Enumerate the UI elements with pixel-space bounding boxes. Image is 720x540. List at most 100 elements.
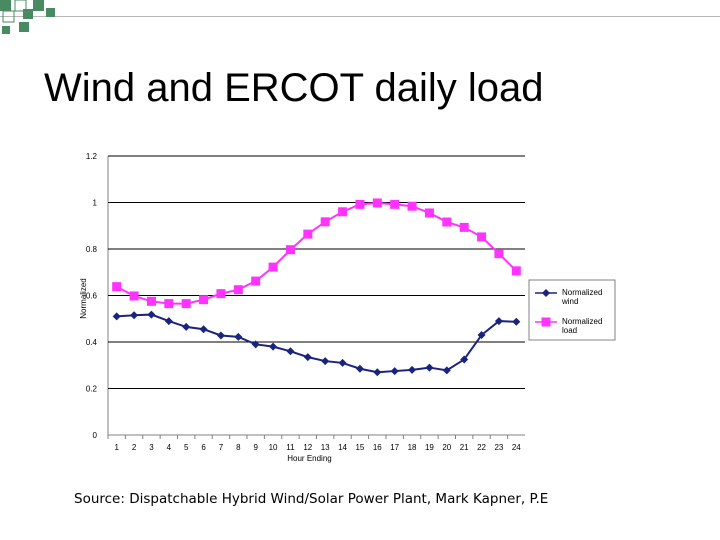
data-point-wind <box>477 331 486 340</box>
data-point-wind <box>355 364 364 373</box>
x-tick-label: 9 <box>253 443 258 452</box>
x-axis-title: Hour Ending <box>287 454 331 463</box>
data-point-load <box>216 289 226 299</box>
x-tick-label: 6 <box>201 443 206 452</box>
decorative-square <box>2 10 15 23</box>
x-tick-label: 18 <box>408 443 417 452</box>
legend-marker <box>541 317 551 327</box>
data-point-load <box>268 262 278 272</box>
data-point-load <box>164 299 174 309</box>
y-tick-label: 0.4 <box>86 338 98 347</box>
data-point-wind <box>216 331 225 340</box>
data-point-load <box>320 217 330 227</box>
decorative-square <box>33 0 44 11</box>
data-point-wind <box>234 332 243 341</box>
data-point-load <box>442 217 452 227</box>
data-point-wind <box>130 311 139 320</box>
data-point-wind <box>286 347 295 356</box>
legend-label: Normalized <box>562 317 602 326</box>
plot-area-group: 00.20.40.60.811.21 2 3 4 5 6 7 8 9 10 11 12 13 14 15 16… <box>79 152 525 463</box>
y-tick-label: 1 <box>93 199 98 208</box>
data-point-load <box>424 208 434 218</box>
data-point-load <box>285 245 295 255</box>
data-point-load <box>338 207 348 217</box>
data-point-load <box>407 201 417 211</box>
legend-box <box>528 279 616 341</box>
decorative-square <box>46 8 55 17</box>
x-tick-label: 4 <box>167 443 172 452</box>
data-point-load <box>390 199 400 209</box>
data-point-wind <box>251 340 260 349</box>
y-tick-label: 0.2 <box>86 385 98 394</box>
data-point-load <box>199 295 209 305</box>
x-tick-label: 16 <box>373 443 382 452</box>
y-tick-label: 0.6 <box>86 292 98 301</box>
slide-title: Wind and ERCOT daily load <box>44 66 544 110</box>
data-point-wind <box>338 358 347 367</box>
x-tick-label: 2 <box>132 443 137 452</box>
legend-marker <box>542 289 550 297</box>
series-line-wind <box>116 313 517 374</box>
x-tick-label: 8 <box>236 443 241 452</box>
decorative-square <box>14 0 27 12</box>
data-point-wind <box>112 312 121 321</box>
data-point-load <box>372 198 382 208</box>
data-point-wind <box>408 365 417 374</box>
decorative-square <box>23 9 33 19</box>
legend-label: Normalized <box>562 288 602 297</box>
x-tick-label: 11 <box>286 443 295 452</box>
data-point-wind <box>147 310 156 319</box>
decorative-square <box>2 26 10 34</box>
chart: 00.20.40.60.811.21 2 3 4 5 6 7 8 9 10 11 12 13 14 15 16… <box>79 152 616 463</box>
data-point-load <box>494 249 504 259</box>
slide-corner-decoration <box>0 0 720 34</box>
x-tick-label: 14 <box>338 443 347 452</box>
decorative-square <box>19 22 29 32</box>
y-tick-label: 0.8 <box>86 245 98 254</box>
y-axis-title: Normalized <box>79 278 88 318</box>
y-tick-label: 0 <box>93 431 98 440</box>
data-point-wind <box>321 357 330 366</box>
data-point-load <box>233 285 243 295</box>
x-tick-label: 3 <box>149 443 154 452</box>
x-tick-label: 17 <box>390 443 399 452</box>
data-point-load <box>129 291 139 301</box>
data-point-load <box>251 276 261 286</box>
x-tick-label: 23 <box>494 443 503 452</box>
data-point-wind <box>164 317 173 326</box>
x-tick-label: 24 <box>512 443 521 452</box>
data-point-load <box>181 299 191 309</box>
data-point-wind <box>512 317 521 326</box>
data-point-load <box>112 282 122 292</box>
legend-label: wind <box>561 297 578 306</box>
x-tick-label: 15 <box>355 443 364 452</box>
data-point-wind <box>182 322 191 331</box>
source-caption: Source: Dispatchable Hybrid Wind/Solar P… <box>74 491 549 507</box>
x-tick-label: 13 <box>321 443 330 452</box>
data-point-load <box>477 232 487 242</box>
x-tick-label: 22 <box>477 443 486 452</box>
data-point-wind <box>373 368 382 377</box>
x-tick-label: 12 <box>303 443 312 452</box>
x-tick-label: 19 <box>425 443 434 452</box>
data-point-wind <box>269 342 278 351</box>
data-point-wind <box>425 363 434 372</box>
data-point-wind <box>494 317 503 326</box>
data-point-load <box>459 222 469 232</box>
data-point-wind <box>199 325 208 334</box>
data-point-wind <box>303 353 312 362</box>
data-point-load <box>303 229 313 239</box>
x-tick-label: 21 <box>460 443 469 452</box>
x-tick-label: 5 <box>184 443 189 452</box>
x-tick-label: 7 <box>219 443 224 452</box>
x-tick-label: 1 <box>114 443 119 452</box>
x-tick-label: 20 <box>442 443 451 452</box>
legend-label: load <box>562 326 577 335</box>
decorative-square <box>0 0 11 11</box>
x-tick-label: 10 <box>269 443 278 452</box>
y-tick-label: 1.2 <box>86 152 98 161</box>
series-line-load <box>116 201 518 305</box>
data-point-load <box>511 266 521 276</box>
data-point-wind <box>442 366 451 375</box>
